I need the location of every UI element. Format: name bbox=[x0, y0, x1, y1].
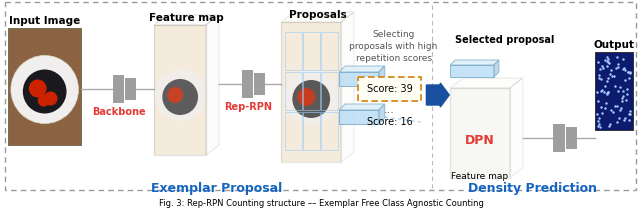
Text: DPN: DPN bbox=[465, 135, 495, 147]
Circle shape bbox=[163, 79, 198, 115]
Circle shape bbox=[11, 55, 79, 123]
Text: proposals with high: proposals with high bbox=[349, 42, 438, 51]
Bar bbox=[321, 32, 338, 70]
Bar bbox=[125, 78, 136, 100]
Polygon shape bbox=[379, 104, 385, 124]
Circle shape bbox=[284, 69, 339, 125]
Text: Density Prediction: Density Prediction bbox=[468, 182, 597, 195]
Bar bbox=[113, 75, 124, 103]
Text: Feature map: Feature map bbox=[149, 13, 224, 23]
Bar bbox=[282, 22, 341, 162]
Polygon shape bbox=[510, 78, 523, 178]
Polygon shape bbox=[494, 60, 499, 77]
Polygon shape bbox=[450, 65, 494, 77]
Circle shape bbox=[298, 88, 316, 106]
Text: Score: 39: Score: 39 bbox=[367, 84, 413, 94]
Text: ...: ... bbox=[384, 105, 395, 115]
Bar bbox=[285, 32, 302, 70]
Text: Output: Output bbox=[593, 40, 634, 50]
FancyArrow shape bbox=[426, 83, 449, 107]
Text: Score: 16: Score: 16 bbox=[367, 117, 413, 127]
Circle shape bbox=[29, 80, 47, 97]
Text: Selecting: Selecting bbox=[372, 30, 415, 39]
Bar bbox=[321, 112, 338, 150]
Polygon shape bbox=[154, 15, 219, 25]
Circle shape bbox=[154, 69, 206, 121]
Polygon shape bbox=[450, 60, 499, 65]
Text: Fig. 3: Rep-RPN Counting structure –– Exemplar Free Class Agnostic Counting: Fig. 3: Rep-RPN Counting structure –– Ex… bbox=[159, 199, 484, 208]
Bar bbox=[450, 88, 510, 178]
Polygon shape bbox=[339, 110, 379, 124]
Circle shape bbox=[44, 92, 58, 106]
Text: Rep-RPN: Rep-RPN bbox=[224, 102, 272, 112]
Polygon shape bbox=[341, 12, 354, 162]
Polygon shape bbox=[379, 66, 385, 86]
Polygon shape bbox=[282, 22, 341, 162]
Polygon shape bbox=[450, 78, 523, 88]
Bar bbox=[303, 72, 320, 110]
Bar bbox=[303, 112, 320, 150]
Polygon shape bbox=[339, 66, 385, 72]
Bar bbox=[285, 112, 302, 150]
Circle shape bbox=[38, 95, 50, 106]
Bar bbox=[566, 127, 577, 149]
Polygon shape bbox=[339, 72, 379, 86]
Bar bbox=[303, 32, 320, 70]
Circle shape bbox=[167, 87, 183, 103]
Text: Exemplar Proposal: Exemplar Proposal bbox=[151, 182, 282, 195]
Bar bbox=[285, 72, 302, 110]
Bar bbox=[595, 52, 633, 130]
Text: Feature map: Feature map bbox=[451, 172, 509, 181]
Polygon shape bbox=[282, 12, 354, 22]
Text: Selected proposal: Selected proposal bbox=[455, 35, 554, 45]
Bar bbox=[154, 25, 206, 155]
Polygon shape bbox=[154, 25, 206, 155]
Circle shape bbox=[292, 80, 330, 118]
Bar bbox=[242, 70, 253, 98]
Bar bbox=[321, 72, 338, 110]
Bar bbox=[253, 73, 264, 95]
Text: Backbone: Backbone bbox=[92, 107, 145, 117]
Polygon shape bbox=[450, 88, 510, 178]
Text: Proposals: Proposals bbox=[289, 10, 347, 20]
Text: repetition scores: repetition scores bbox=[356, 54, 431, 63]
Text: Input Image: Input Image bbox=[9, 16, 80, 26]
Bar bbox=[554, 124, 565, 152]
Bar bbox=[8, 28, 81, 145]
Polygon shape bbox=[339, 104, 385, 110]
Circle shape bbox=[23, 69, 67, 114]
FancyBboxPatch shape bbox=[358, 77, 422, 101]
Polygon shape bbox=[206, 15, 219, 155]
